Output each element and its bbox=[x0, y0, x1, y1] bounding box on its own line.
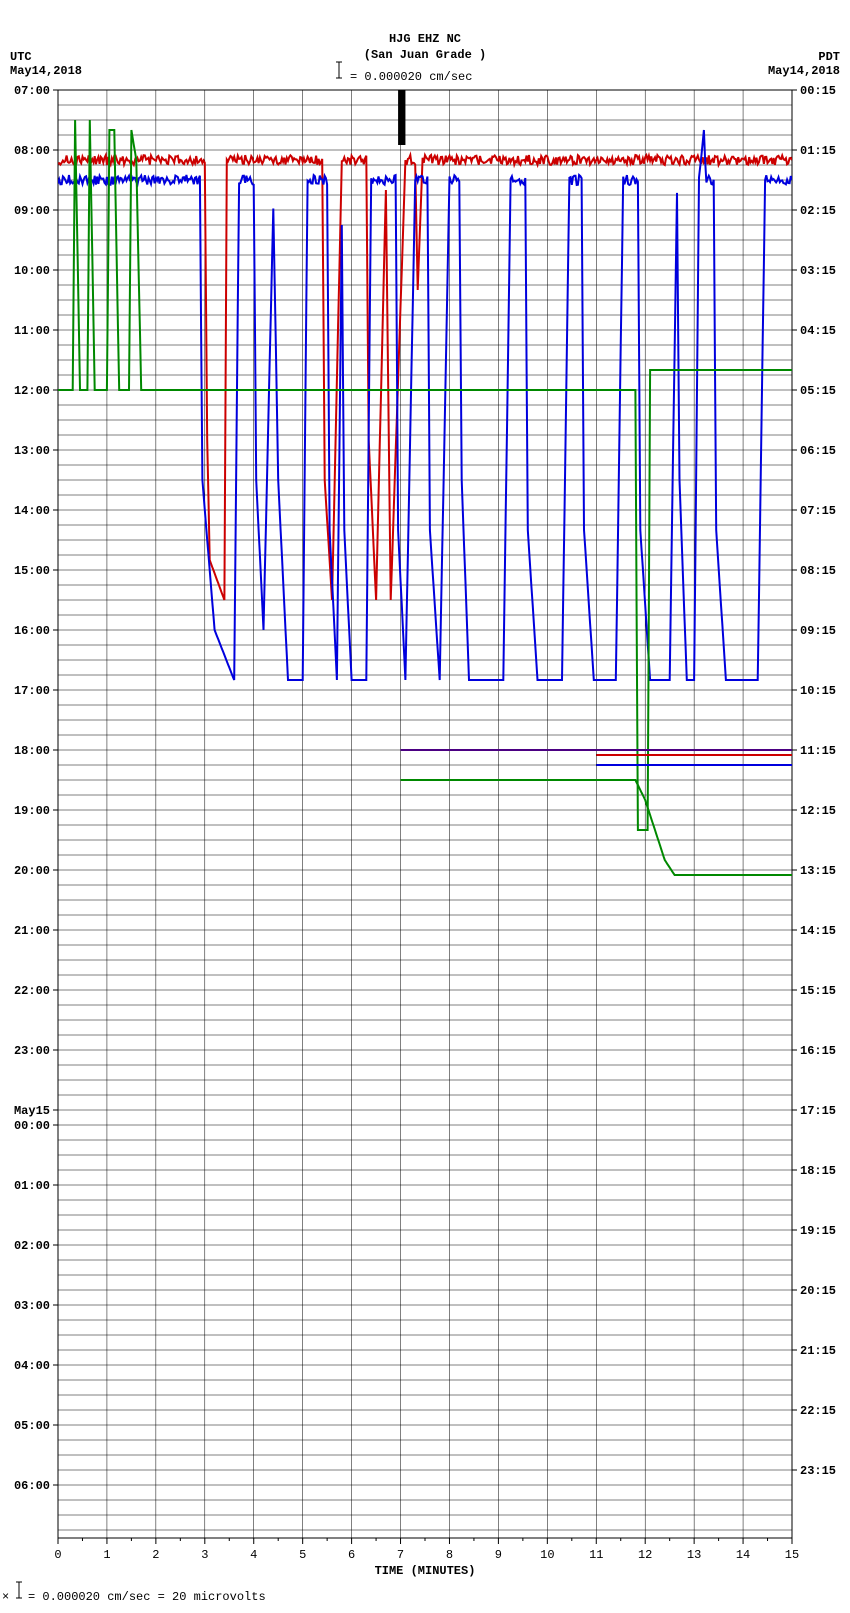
svg-text:21:00: 21:00 bbox=[14, 924, 50, 938]
svg-text:13: 13 bbox=[687, 1548, 701, 1562]
svg-text:12: 12 bbox=[638, 1548, 652, 1562]
svg-text:11:00: 11:00 bbox=[14, 324, 50, 338]
svg-text:16:15: 16:15 bbox=[800, 1044, 836, 1058]
svg-text:22:00: 22:00 bbox=[14, 984, 50, 998]
svg-text:05:00: 05:00 bbox=[14, 1419, 50, 1433]
svg-text:08:00: 08:00 bbox=[14, 144, 50, 158]
svg-text:12:00: 12:00 bbox=[14, 384, 50, 398]
svg-text:09:00: 09:00 bbox=[14, 204, 50, 218]
svg-text:03:15: 03:15 bbox=[800, 264, 836, 278]
svg-text:14:15: 14:15 bbox=[800, 924, 836, 938]
svg-text:19:15: 19:15 bbox=[800, 1224, 836, 1238]
svg-text:1: 1 bbox=[103, 1548, 110, 1562]
svg-text:18:15: 18:15 bbox=[800, 1164, 836, 1178]
svg-text:04:00: 04:00 bbox=[14, 1359, 50, 1373]
svg-text:01:15: 01:15 bbox=[800, 144, 836, 158]
svg-text:9: 9 bbox=[495, 1548, 502, 1562]
svg-text:May15: May15 bbox=[14, 1104, 50, 1118]
svg-text:17:15: 17:15 bbox=[800, 1104, 836, 1118]
svg-text:21:15: 21:15 bbox=[800, 1344, 836, 1358]
svg-text:4: 4 bbox=[250, 1548, 257, 1562]
svg-text:15:00: 15:00 bbox=[14, 564, 50, 578]
svg-text:15:15: 15:15 bbox=[800, 984, 836, 998]
svg-text:23:00: 23:00 bbox=[14, 1044, 50, 1058]
seismogram-container: UTC May14,2018 PDT May14,2018 HJG EHZ NC… bbox=[0, 0, 850, 1613]
svg-text:10: 10 bbox=[540, 1548, 554, 1562]
svg-text:01:00: 01:00 bbox=[14, 1179, 50, 1193]
svg-text:16:00: 16:00 bbox=[14, 624, 50, 638]
svg-text:7: 7 bbox=[397, 1548, 404, 1562]
footer-scale-text: = 0.000020 cm/sec = 20 microvolts bbox=[28, 1590, 266, 1604]
svg-text:04:15: 04:15 bbox=[800, 324, 836, 338]
svg-text:10:15: 10:15 bbox=[800, 684, 836, 698]
svg-text:07:00: 07:00 bbox=[14, 84, 50, 98]
seismogram-plot: 0123456789101112131415TIME (MINUTES)07:0… bbox=[0, 0, 850, 1613]
svg-text:23:15: 23:15 bbox=[800, 1464, 836, 1478]
svg-text:14: 14 bbox=[736, 1548, 750, 1562]
svg-text:06:00: 06:00 bbox=[14, 1479, 50, 1493]
svg-text:09:15: 09:15 bbox=[800, 624, 836, 638]
svg-text:07:15: 07:15 bbox=[800, 504, 836, 518]
svg-text:06:15: 06:15 bbox=[800, 444, 836, 458]
svg-text:08:15: 08:15 bbox=[800, 564, 836, 578]
svg-text:13:00: 13:00 bbox=[14, 444, 50, 458]
svg-text:14:00: 14:00 bbox=[14, 504, 50, 518]
svg-text:22:15: 22:15 bbox=[800, 1404, 836, 1418]
svg-text:3: 3 bbox=[201, 1548, 208, 1562]
svg-text:8: 8 bbox=[446, 1548, 453, 1562]
svg-text:00:00: 00:00 bbox=[14, 1119, 50, 1133]
svg-text:20:00: 20:00 bbox=[14, 864, 50, 878]
svg-text:02:15: 02:15 bbox=[800, 204, 836, 218]
svg-text:6: 6 bbox=[348, 1548, 355, 1562]
svg-text:0: 0 bbox=[54, 1548, 61, 1562]
svg-text:11:15: 11:15 bbox=[800, 744, 836, 758]
svg-text:12:15: 12:15 bbox=[800, 804, 836, 818]
svg-text:17:00: 17:00 bbox=[14, 684, 50, 698]
footer-prefix: × bbox=[2, 1590, 9, 1604]
svg-text:15: 15 bbox=[785, 1548, 799, 1562]
svg-text:03:00: 03:00 bbox=[14, 1299, 50, 1313]
svg-text:02:00: 02:00 bbox=[14, 1239, 50, 1253]
svg-text:00:15: 00:15 bbox=[800, 84, 836, 98]
svg-text:TIME (MINUTES): TIME (MINUTES) bbox=[375, 1564, 476, 1578]
svg-text:11: 11 bbox=[589, 1548, 603, 1562]
svg-text:2: 2 bbox=[152, 1548, 159, 1562]
svg-text:5: 5 bbox=[299, 1548, 306, 1562]
svg-text:10:00: 10:00 bbox=[14, 264, 50, 278]
svg-text:05:15: 05:15 bbox=[800, 384, 836, 398]
svg-text:13:15: 13:15 bbox=[800, 864, 836, 878]
svg-text:18:00: 18:00 bbox=[14, 744, 50, 758]
svg-text:19:00: 19:00 bbox=[14, 804, 50, 818]
svg-text:20:15: 20:15 bbox=[800, 1284, 836, 1298]
